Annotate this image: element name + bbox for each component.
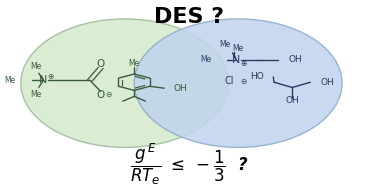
Text: ⊖: ⊖ [106, 90, 112, 99]
Text: ⊖: ⊖ [240, 77, 246, 86]
Text: O: O [96, 90, 105, 100]
Text: ⊕: ⊕ [240, 59, 246, 68]
Text: O: O [96, 59, 105, 69]
Text: Me: Me [30, 62, 42, 71]
Text: N: N [39, 75, 48, 85]
Text: Me: Me [129, 59, 140, 68]
Text: Me: Me [30, 90, 42, 99]
Ellipse shape [134, 19, 342, 147]
Text: $\dfrac{g^{\,E}}{RT_e}\ \leq\ -\dfrac{1}{3}$  ?: $\dfrac{g^{\,E}}{RT_e}\ \leq\ -\dfrac{1}… [130, 142, 248, 187]
Text: Me: Me [4, 76, 15, 85]
Text: N: N [232, 55, 240, 64]
Text: OH: OH [288, 55, 302, 64]
Text: HO: HO [250, 72, 263, 81]
Text: Me: Me [219, 40, 231, 49]
Text: Me: Me [200, 55, 212, 64]
Text: ⊕: ⊕ [47, 72, 53, 81]
Text: Me: Me [232, 44, 244, 53]
Text: OH: OH [285, 96, 299, 105]
Text: OH: OH [174, 84, 187, 93]
Ellipse shape [21, 19, 229, 147]
Text: Cl: Cl [225, 76, 234, 86]
Text: OH: OH [321, 78, 335, 87]
Text: DES ?: DES ? [154, 7, 224, 27]
